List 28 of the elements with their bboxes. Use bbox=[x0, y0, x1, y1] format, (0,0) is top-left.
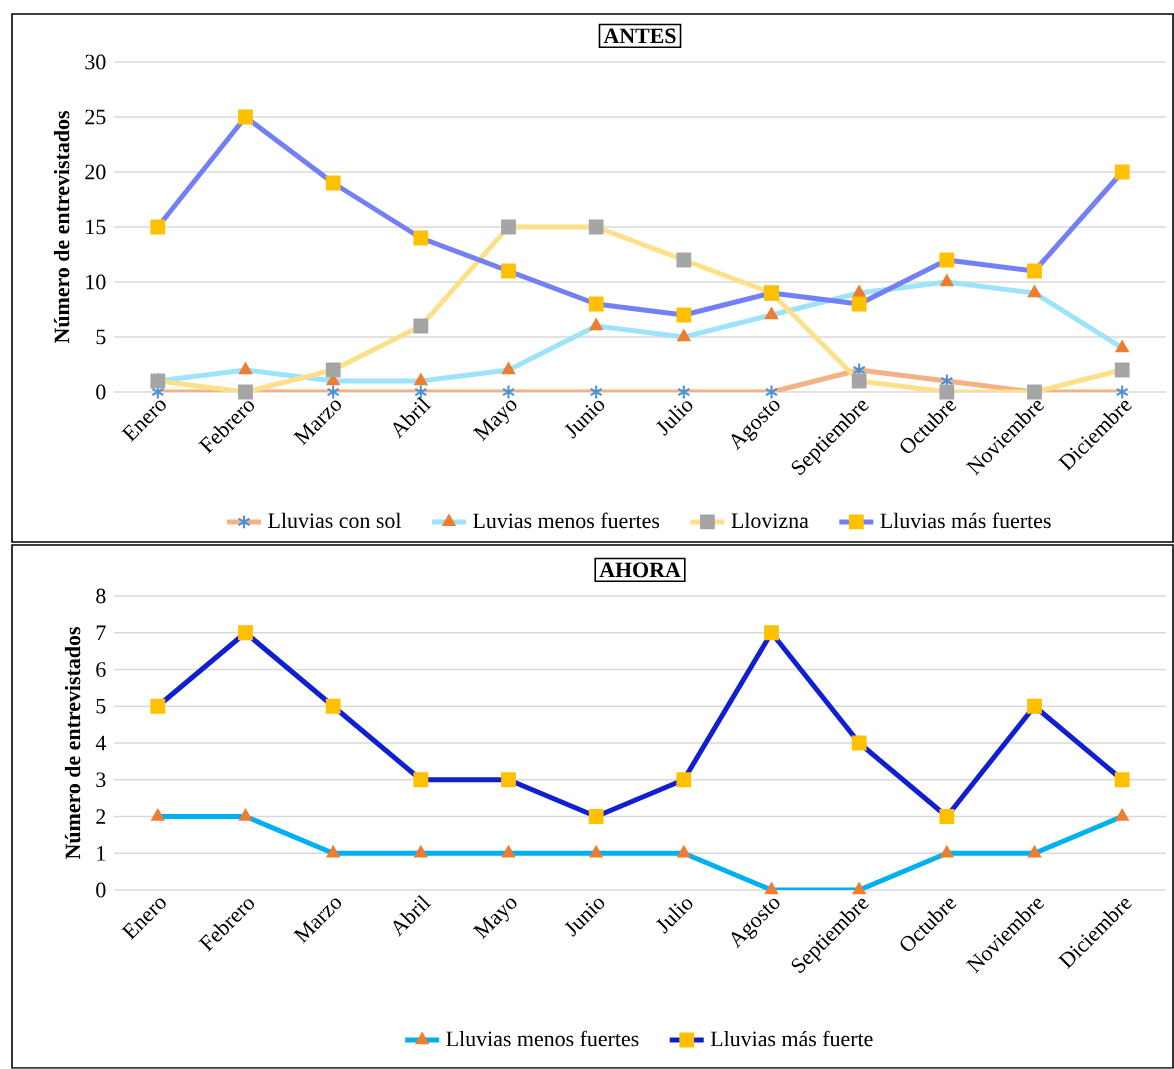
y-tick-label: 0 bbox=[96, 384, 106, 400]
legend-label: Luvias menos fuertes bbox=[473, 512, 660, 529]
y-axis-title: Número de entrevistados bbox=[64, 627, 81, 860]
y-tick-label: 7 bbox=[96, 625, 106, 641]
legend-label: Lluvias más fuerte bbox=[710, 1030, 873, 1047]
y-tick-label: 5 bbox=[96, 699, 106, 714]
chart-title: ANTES bbox=[603, 28, 676, 44]
y-tick-label: 2 bbox=[96, 809, 106, 824]
y-tick-label: 15 bbox=[86, 219, 106, 235]
chart-title: AHORA bbox=[599, 562, 681, 578]
y-tick-label: 20 bbox=[85, 164, 106, 180]
y-tick-label: 6 bbox=[96, 662, 106, 677]
x-tick-label: Julio bbox=[656, 899, 693, 934]
y-tick-label: 3 bbox=[96, 772, 106, 788]
legend-label: Lluvias con sol bbox=[268, 512, 402, 529]
y-tick-label: 5 bbox=[96, 329, 106, 345]
legend-label: Lluvias menos fuertes bbox=[446, 1030, 639, 1047]
y-tick-label: 0 bbox=[96, 882, 106, 898]
y-tick-label: 4 bbox=[95, 735, 106, 751]
x-tick-label: Julio bbox=[656, 401, 693, 436]
y-tick-label: 1 bbox=[97, 846, 105, 861]
y-tick-label: 8 bbox=[96, 588, 106, 604]
legend-label: Lluvias más fuertes bbox=[880, 512, 1051, 529]
y-axis-title: Número de entrevistados bbox=[53, 111, 70, 344]
y-tick-label: 30 bbox=[85, 54, 106, 70]
y-tick-label: 25 bbox=[85, 109, 106, 125]
y-tick-label: 10 bbox=[86, 274, 106, 290]
legend-label: Llovizna bbox=[731, 512, 809, 529]
